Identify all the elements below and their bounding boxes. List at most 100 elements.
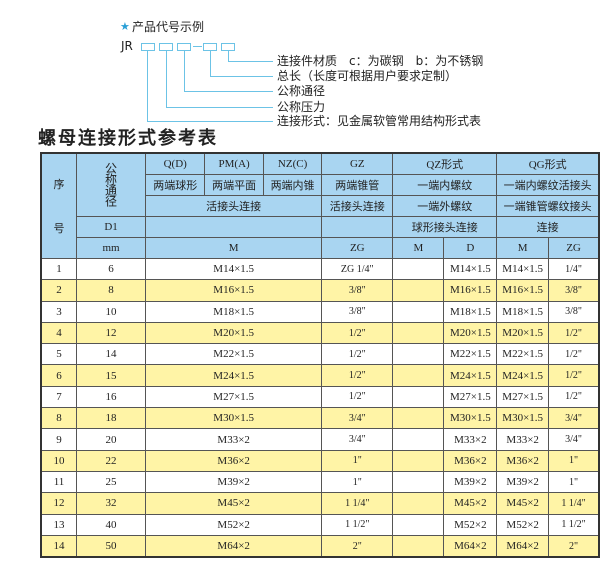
cell-thread-m: M45×2 xyxy=(145,492,323,515)
cell-qg-m: M27×1.5 xyxy=(496,385,550,409)
cell-qg-zg: 3/8" xyxy=(548,300,600,323)
header-empty xyxy=(321,216,394,238)
cell-gz-zg: 1" xyxy=(321,470,394,494)
cell-qg-zg: 3/8" xyxy=(548,279,600,302)
cell-qz-d: M33×2 xyxy=(443,428,498,451)
cell-gz-zg: 3/8" xyxy=(321,279,394,302)
cell-dn: 15 xyxy=(76,364,147,387)
cell-qz-m xyxy=(392,407,445,430)
cell-thread-m: M36×2 xyxy=(145,449,323,472)
code-box-material xyxy=(221,43,235,51)
cell-qz-m xyxy=(392,279,445,302)
header-form: 两端平面 xyxy=(204,174,264,196)
cell-thread-m: M20×1.5 xyxy=(145,321,323,345)
cell-qz-d: M52×2 xyxy=(443,513,498,536)
cell-thread-m: M52×2 xyxy=(145,513,323,536)
cell-qg-zg: 1/2" xyxy=(548,343,600,366)
cell-gz-zg: 3/4" xyxy=(321,428,394,451)
cell-dn: 50 xyxy=(76,534,147,558)
cell-gz-zg: 1/2" xyxy=(321,343,394,366)
header-conn2: 球形接头连接 xyxy=(392,216,498,238)
cell-dn: 20 xyxy=(76,428,147,451)
legend-caption: 产品代号示例 xyxy=(132,20,205,34)
code-prefix: JR xyxy=(121,39,133,53)
cell-qg-m: M64×2 xyxy=(496,534,550,558)
cell-qz-d: M39×2 xyxy=(443,470,498,494)
label-connection: 连接形式：见金属软管常用结构形式表 xyxy=(277,114,482,128)
header-conn: 活接头连接 xyxy=(145,195,323,217)
cell-seq: 8 xyxy=(40,407,78,430)
code-box-length xyxy=(203,43,217,51)
cell-qz-m xyxy=(392,534,445,558)
header-seq-bottom: 号 xyxy=(53,222,65,235)
header-unit: M xyxy=(392,237,445,259)
table-title: 螺母连接形式参考表 xyxy=(38,128,218,149)
cell-qg-m: M30×1.5 xyxy=(496,407,550,430)
cell-seq: 9 xyxy=(40,428,78,451)
cell-qz-d: M64×2 xyxy=(443,534,498,558)
table-row: 6 15 M24×1.5 1/2" M24×1.5 M24×1.5 1/2" xyxy=(40,364,600,387)
cell-qz-m xyxy=(392,364,445,387)
cell-qg-m: M18×1.5 xyxy=(496,300,550,323)
cell-seq: 10 xyxy=(40,449,78,472)
header-unit: ZG xyxy=(321,237,394,259)
cell-qz-d: M45×2 xyxy=(443,492,498,515)
table-row: 10 22 M36×2 1" M36×2 M36×2 1" xyxy=(40,449,600,472)
cell-thread-m: M30×1.5 xyxy=(145,407,323,430)
header-form: 两端球形 xyxy=(145,174,206,196)
star-icon: ★ xyxy=(120,20,130,33)
header-unit: D xyxy=(443,237,498,259)
cell-seq: 12 xyxy=(40,492,78,515)
cell-gz-zg: 1/2" xyxy=(321,364,394,387)
cell-gz-zg: 3/4" xyxy=(321,407,394,430)
header-conn2: 连接 xyxy=(496,216,600,238)
table-row: 4 12 M20×1.5 1/2" M20×1.5 M20×1.5 1/2" xyxy=(40,321,600,345)
cell-qz-m xyxy=(392,300,445,323)
code-box-diameter xyxy=(177,43,191,51)
table-row: 8 18 M30×1.5 3/4" M30×1.5 M30×1.5 3/4" xyxy=(40,407,600,430)
table-row: 14 50 M64×2 2" M64×2 M64×2 2" xyxy=(40,534,600,558)
leader-line xyxy=(166,51,167,107)
table-row: 7 16 M27×1.5 1/2" M27×1.5 M27×1.5 1/2" xyxy=(40,385,600,409)
cell-qg-zg: 1 1/4" xyxy=(548,492,600,515)
cell-seq: 2 xyxy=(40,279,78,302)
table-row: 9 20 M33×2 3/4" M33×2 M33×2 3/4" xyxy=(40,428,600,451)
header-seq-top: 序 xyxy=(53,178,65,191)
code-box-pressure xyxy=(159,43,173,51)
cell-seq: 7 xyxy=(40,385,78,409)
header-conn: 一端锥管螺纹接头 xyxy=(496,195,600,217)
cell-dn: 16 xyxy=(76,385,147,409)
cell-dn: 32 xyxy=(76,492,147,515)
cell-qg-zg: 1/4" xyxy=(548,257,600,281)
cell-qz-d: M24×1.5 xyxy=(443,364,498,387)
cell-qg-m: M24×1.5 xyxy=(496,364,550,387)
cell-qg-zg: 2" xyxy=(548,534,600,558)
cell-qg-zg: 1/2" xyxy=(548,385,600,409)
cell-qg-m: M45×2 xyxy=(496,492,550,515)
leader-line xyxy=(184,51,185,91)
cell-seq: 5 xyxy=(40,343,78,366)
cell-qz-d: M36×2 xyxy=(443,449,498,472)
cell-qz-d: M30×1.5 xyxy=(443,407,498,430)
table-row: 5 14 M22×1.5 1/2" M22×1.5 M22×1.5 1/2" xyxy=(40,343,600,366)
cell-qg-m: M39×2 xyxy=(496,470,550,494)
table-row: 13 40 M52×2 1 1/2" M52×2 M52×2 1 1/2" xyxy=(40,513,600,536)
cell-qz-d: M22×1.5 xyxy=(443,343,498,366)
table-row: 11 25 M39×2 1" M39×2 M39×2 1" xyxy=(40,470,600,494)
cell-seq: 4 xyxy=(40,321,78,345)
cell-qg-m: M33×2 xyxy=(496,428,550,451)
table-row: 12 32 M45×2 1 1/4" M45×2 M45×2 1 1/4" xyxy=(40,492,600,515)
header-unit: M xyxy=(496,237,550,259)
cell-qg-m: M16×1.5 xyxy=(496,279,550,302)
table-row: 1 6 M14×1.5 ZG 1/4" M14×1.5 M14×1.5 1/4" xyxy=(40,257,600,281)
table-row: 3 10 M18×1.5 3/8" M18×1.5 M18×1.5 3/8" xyxy=(40,300,600,323)
label-length: 总长（长度可根据用户要求定制） xyxy=(277,69,458,83)
cell-qz-m xyxy=(392,449,445,472)
cell-dn: 8 xyxy=(76,279,147,302)
label-diameter: 公称通径 xyxy=(277,84,326,98)
header-dn: 公称通径 xyxy=(76,152,147,217)
cell-qz-m xyxy=(392,513,445,536)
cell-qz-m xyxy=(392,470,445,494)
cell-seq: 13 xyxy=(40,513,78,536)
cell-qz-d: M20×1.5 xyxy=(443,321,498,345)
